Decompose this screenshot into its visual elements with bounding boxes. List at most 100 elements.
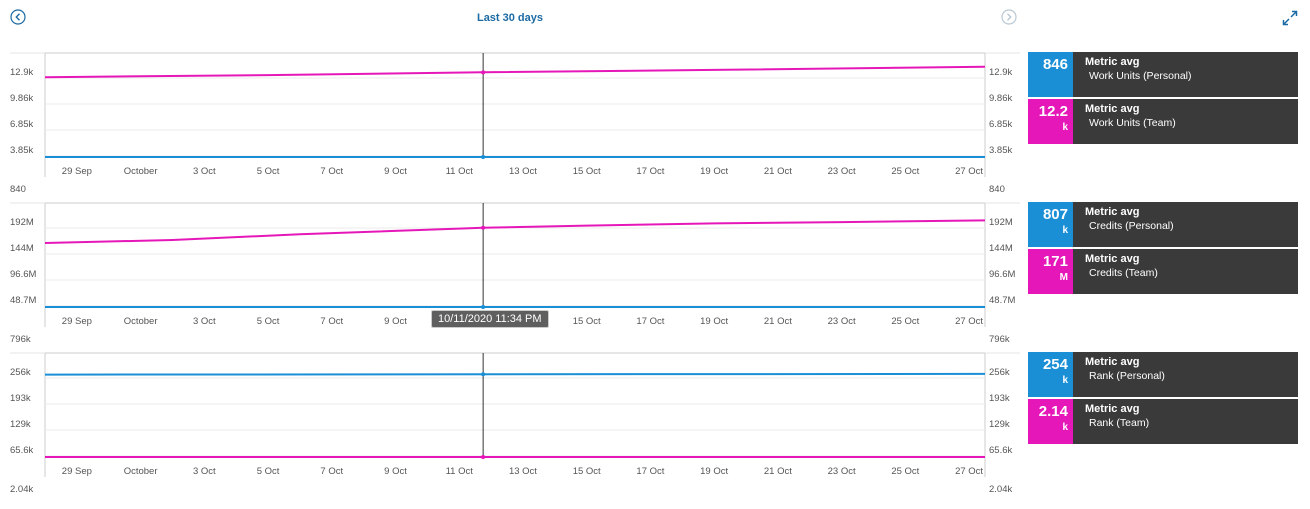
y-tick-label-right: 48.7M <box>989 295 1015 306</box>
legend-unit: M <box>1059 272 1068 283</box>
crosshair-point <box>481 372 486 377</box>
x-tick-label: 15 Oct <box>573 466 601 477</box>
y-tick-label-left: 48.7M <box>10 295 36 306</box>
series-line-team[interactable] <box>44 65 986 79</box>
legend-value-box: 807 k <box>1028 202 1073 247</box>
legend-value-box: 254 k <box>1028 352 1073 397</box>
legend-title: Metric avg <box>1085 103 1140 115</box>
x-tick-label: 19 Oct <box>700 166 728 177</box>
legend-title: Metric avg <box>1085 403 1140 415</box>
legend-series-name: Work Units (Team) <box>1089 117 1176 129</box>
x-tick-label: 17 Oct <box>636 466 664 477</box>
x-tick-label: October <box>124 466 158 477</box>
y-tick-label-left: 9.86k <box>10 93 33 104</box>
x-tick-label: 9 Oct <box>384 316 407 327</box>
legend-series-name: Rank (Personal) <box>1089 370 1165 382</box>
y-tick-label-left: 65.6k <box>10 445 33 456</box>
x-tick-label: 21 Oct <box>764 316 792 327</box>
crosshair-point <box>481 454 486 459</box>
y-tick-label-right: 796k <box>989 334 1010 345</box>
y-tick-label-left: 193k <box>10 393 31 404</box>
x-tick-label: 13 Oct <box>509 466 537 477</box>
chevron-left-circle-icon[interactable] <box>10 9 26 25</box>
crosshair-point <box>481 154 486 159</box>
legend-title: Metric avg <box>1085 356 1140 368</box>
legend-title: Metric avg <box>1085 206 1140 218</box>
x-tick-label: 7 Oct <box>320 466 343 477</box>
y-tick-label-right: 129k <box>989 419 1010 430</box>
x-tick-label: 5 Oct <box>257 166 280 177</box>
y-tick-label-left: 840 <box>10 184 26 195</box>
legend-value-box: 846 <box>1028 52 1073 97</box>
x-tick-label: 21 Oct <box>764 466 792 477</box>
legend-unit: k <box>1062 422 1068 433</box>
x-tick-label: 15 Oct <box>573 166 601 177</box>
x-tick-label: 29 Sep <box>62 466 92 477</box>
y-tick-label-right: 144M <box>989 243 1013 254</box>
x-tick-label: 3 Oct <box>193 316 216 327</box>
y-tick-label-left: 12.9k <box>10 67 33 78</box>
y-tick-label-left: 3.85k <box>10 145 33 156</box>
x-tick-label: 5 Oct <box>257 466 280 477</box>
series-line-personal[interactable] <box>44 372 986 376</box>
legend-series-name: Work Units (Personal) <box>1089 70 1192 82</box>
x-tick-label: 13 Oct <box>509 166 537 177</box>
x-tick-label: 11 Oct <box>446 466 474 477</box>
x-tick-label: 7 Oct <box>320 316 343 327</box>
x-tick-label: 17 Oct <box>636 166 664 177</box>
legend-series-name: Credits (Team) <box>1089 267 1158 279</box>
crosshair-tooltip: 10/11/2020 11:34 PM <box>431 310 549 328</box>
x-tick-label: 17 Oct <box>636 316 664 327</box>
legend-text: Metric avg Credits (Team) <box>1073 249 1298 294</box>
y-tick-label-right: 192M <box>989 217 1013 228</box>
x-tick-label: 9 Oct <box>384 466 407 477</box>
legend-card-team[interactable]: 12.2 k Metric avg Work Units (Team) <box>1028 99 1298 144</box>
legend-text: Metric avg Rank (Personal) <box>1073 352 1298 397</box>
x-tick-label: October <box>124 316 158 327</box>
x-tick-label: 15 Oct <box>573 316 601 327</box>
legend-value: 807 <box>1042 206 1068 223</box>
y-tick-label-left: 144M <box>10 243 34 254</box>
legend-card-personal[interactable]: 807 k Metric avg Credits (Personal) <box>1028 202 1298 247</box>
legend-value: 171 <box>1042 253 1068 270</box>
y-tick-label-right: 256k <box>989 367 1010 378</box>
chart-panel-2[interactable]: 192M 192M 144M 144M 96.6M 96.6M 48.7M 48.7M 796k… <box>10 202 1020 345</box>
x-tick-label: 27 Oct <box>955 316 983 327</box>
crosshair-point <box>481 225 486 230</box>
legend-card-personal[interactable]: 254 k Metric avg Rank (Personal) <box>1028 352 1298 397</box>
legend-card-team[interactable]: 2.14 k Metric avg Rank (Team) <box>1028 399 1298 444</box>
x-tick-label: 23 Oct <box>828 166 856 177</box>
chart-panel-3[interactable]: 256k 256k 193k 193k 129k 129k 65.6k 65.6k 2.04k 2… <box>10 352 1020 495</box>
x-tick-label: 3 Oct <box>193 466 216 477</box>
crosshair-point <box>481 70 486 75</box>
legend-card-team[interactable]: 171 M Metric avg Credits (Team) <box>1028 249 1298 294</box>
expand-icon[interactable] <box>1281 9 1299 27</box>
legend-text: Metric avg Credits (Personal) <box>1073 202 1298 247</box>
y-tick-label-left: 6.85k <box>10 119 33 130</box>
legend-series-name: Rank (Team) <box>1089 417 1150 429</box>
legend-value: 846 <box>1042 56 1068 73</box>
series-line-team[interactable] <box>44 219 986 244</box>
chevron-right-circle-icon[interactable] <box>1001 9 1017 25</box>
x-tick-label: 29 Sep <box>62 166 92 177</box>
x-tick-label: 19 Oct <box>700 466 728 477</box>
y-tick-label-right: 3.85k <box>989 145 1012 156</box>
crosshair-point <box>481 304 486 309</box>
x-tick-label: 21 Oct <box>764 166 792 177</box>
y-tick-label-left: 2.04k <box>10 484 33 495</box>
x-tick-label: 23 Oct <box>828 466 856 477</box>
x-tick-label: October <box>124 166 158 177</box>
legend-text: Metric avg Rank (Team) <box>1073 399 1298 444</box>
legend-unit: k <box>1062 225 1068 236</box>
y-tick-label-right: 96.6M <box>989 269 1015 280</box>
y-tick-label-right: 9.86k <box>989 93 1012 104</box>
chart-panel-1[interactable]: 12.9k 12.9k 9.86k 9.86k 6.85k 6.85k 3.85k 3.85k… <box>10 52 1020 195</box>
x-tick-label: 19 Oct <box>700 316 728 327</box>
legend-unit: k <box>1062 375 1068 386</box>
legend-series-name: Credits (Personal) <box>1089 220 1174 232</box>
x-tick-label: 27 Oct <box>955 466 983 477</box>
legend-unit: k <box>1062 122 1068 133</box>
x-tick-label: 25 Oct <box>891 316 919 327</box>
legend-card-personal[interactable]: 846 Metric avg Work Units (Personal) <box>1028 52 1298 97</box>
